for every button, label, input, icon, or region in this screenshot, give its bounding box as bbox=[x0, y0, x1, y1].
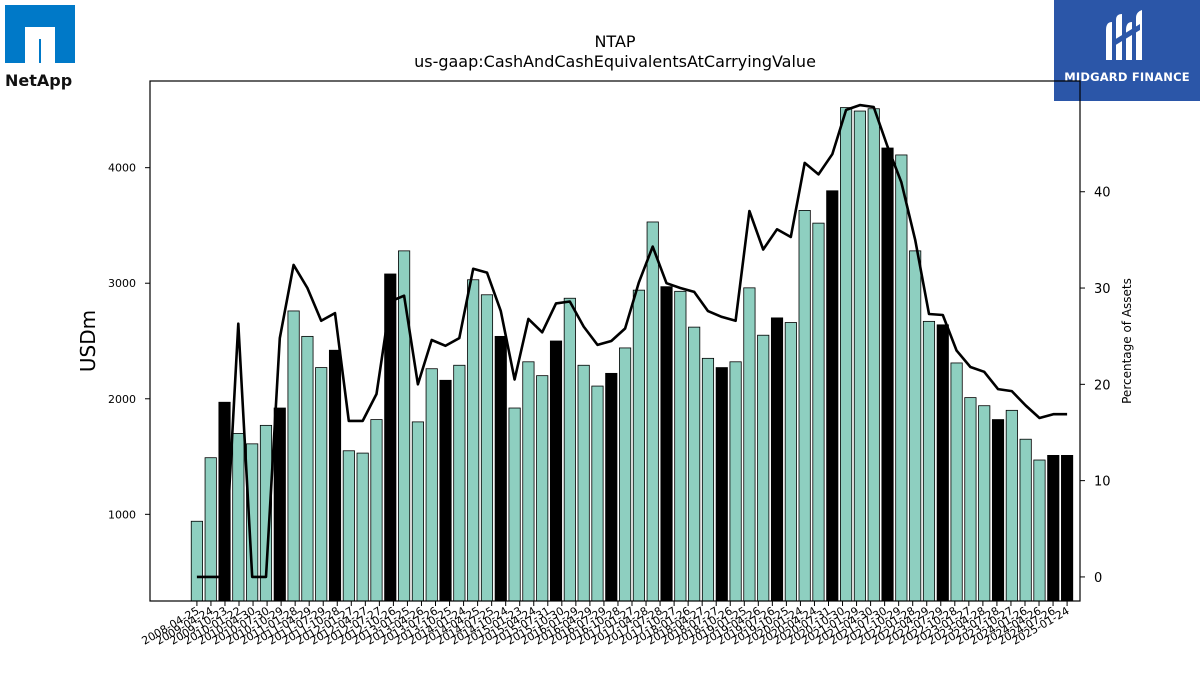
bar bbox=[370, 419, 383, 602]
bar bbox=[1061, 454, 1074, 602]
chart-title-block: NTAP us-gaap:CashAndCashEquivalentsAtCar… bbox=[150, 32, 1080, 72]
netapp-logo-icon bbox=[5, 5, 75, 63]
bar bbox=[826, 190, 839, 602]
y-right-tick-label: 30 bbox=[1094, 282, 1111, 297]
bar bbox=[1019, 438, 1032, 602]
bar bbox=[1047, 454, 1060, 602]
bar bbox=[287, 310, 300, 602]
bar bbox=[950, 362, 963, 602]
bar bbox=[991, 419, 1005, 602]
bar bbox=[840, 107, 853, 602]
chart-subtitle: us-gaap:CashAndCashEquivalentsAtCarrying… bbox=[414, 52, 816, 71]
bar bbox=[356, 452, 369, 602]
bar bbox=[232, 433, 245, 602]
bar bbox=[467, 279, 480, 602]
bar bbox=[978, 405, 991, 602]
bar bbox=[190, 520, 203, 602]
bar bbox=[632, 289, 645, 602]
bar bbox=[743, 287, 756, 602]
bar bbox=[715, 367, 728, 602]
y-right-tick-label: 40 bbox=[1094, 186, 1111, 201]
bar bbox=[895, 154, 908, 602]
bar bbox=[798, 210, 811, 602]
axes-group: 1000 2000 3000 4000 0 10 20 30 40 USDm Percentage … bbox=[76, 80, 1134, 648]
bar bbox=[729, 361, 742, 602]
bar bbox=[411, 421, 424, 602]
bar bbox=[1033, 459, 1046, 602]
y-left-tick-label: 1000 bbox=[108, 508, 136, 521]
y-right-axis-label: Percentage of Assets bbox=[1120, 278, 1134, 404]
bar bbox=[453, 364, 466, 602]
bar bbox=[577, 364, 590, 602]
y-left-tick-label: 3000 bbox=[108, 277, 136, 290]
bar bbox=[964, 397, 977, 602]
bar bbox=[701, 357, 715, 602]
bar bbox=[508, 407, 521, 602]
midgard-finance-logo: MIDGARD FINANCE bbox=[1054, 0, 1200, 101]
bar bbox=[688, 326, 701, 602]
bar bbox=[591, 385, 604, 602]
line-group bbox=[196, 103, 1068, 579]
bar bbox=[273, 407, 286, 602]
bar bbox=[522, 361, 535, 602]
netapp-logo-text: NetApp bbox=[5, 71, 73, 90]
bar bbox=[605, 372, 618, 602]
bar bbox=[425, 368, 438, 602]
bar bbox=[853, 110, 866, 602]
bar bbox=[660, 286, 673, 602]
bars-group bbox=[190, 107, 1074, 602]
y-right-tick-label: 0 bbox=[1094, 571, 1102, 586]
bar bbox=[784, 322, 797, 602]
bar bbox=[301, 335, 314, 602]
bar bbox=[204, 457, 217, 602]
percentage-line bbox=[196, 103, 1068, 579]
bar bbox=[494, 335, 507, 602]
bar bbox=[922, 320, 936, 602]
bar bbox=[757, 334, 770, 602]
bar bbox=[619, 347, 632, 602]
bar bbox=[536, 375, 549, 602]
chart-ticker: NTAP bbox=[594, 32, 636, 51]
midgard-finance-logo-text: MIDGARD FINANCE bbox=[1064, 70, 1190, 84]
midgard-finance-logo-icon bbox=[1106, 10, 1142, 60]
bar bbox=[936, 324, 949, 602]
bar bbox=[342, 450, 355, 602]
bar bbox=[549, 340, 563, 602]
netapp-logo: NetApp bbox=[5, 5, 85, 95]
bar bbox=[674, 290, 687, 602]
y-left-tick-label: 2000 bbox=[108, 393, 136, 406]
bar bbox=[646, 221, 659, 602]
bar bbox=[480, 294, 494, 602]
bar bbox=[1005, 409, 1018, 602]
y-left-axis-label: USDm bbox=[76, 310, 100, 372]
bar bbox=[909, 250, 922, 602]
bar bbox=[881, 147, 894, 602]
plot-frame bbox=[149, 80, 1081, 602]
y-right-tick-label: 20 bbox=[1094, 378, 1111, 393]
y-left-tick-label: 4000 bbox=[108, 162, 136, 175]
bar bbox=[315, 367, 328, 602]
bar bbox=[867, 108, 880, 602]
bar bbox=[812, 222, 825, 602]
bar bbox=[770, 317, 784, 602]
y-right-tick-label: 10 bbox=[1094, 475, 1111, 490]
bar bbox=[328, 349, 342, 602]
bar bbox=[563, 297, 576, 602]
bar bbox=[439, 379, 452, 602]
